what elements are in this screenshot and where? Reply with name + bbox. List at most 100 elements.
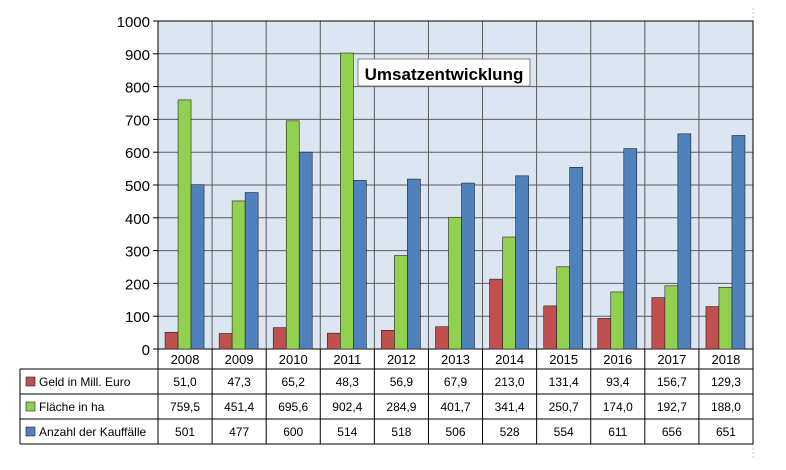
table-year-label: 2016: [603, 352, 632, 367]
bar-3-2017: [677, 133, 692, 350]
table-cell-value: 213,0: [495, 375, 525, 389]
y-tick-label: 600: [125, 145, 150, 162]
table-cell-value: 528: [500, 425, 520, 439]
y-tick-label: 100: [125, 309, 150, 326]
y-tick-label: 800: [125, 80, 150, 97]
table-cell-value: 131,4: [549, 375, 579, 389]
table-year-label: 2018: [711, 352, 740, 367]
series-label-2: Fläche in ha: [39, 400, 105, 414]
legend-key-2: [25, 401, 36, 412]
bar-3-2014: [515, 175, 529, 350]
bar-1-2016: [597, 318, 612, 350]
bar-2-2015: [556, 266, 570, 350]
y-tick-label: 400: [125, 211, 150, 228]
table-cell-value: 56,9: [390, 375, 414, 389]
table-cell-value: 651: [716, 425, 736, 439]
table-year-label: 2014: [495, 352, 524, 367]
bars: [164, 52, 746, 350]
table-cell-value: 192,7: [657, 400, 687, 414]
chart-title: Umsatzentwicklung: [365, 65, 524, 84]
bar-1-2018: [705, 306, 720, 350]
bar-2-2011: [340, 52, 354, 350]
series-label-3: Anzahl der Kauffälle: [39, 425, 147, 439]
bar-1-2009: [218, 333, 233, 350]
table-cell-value: 477: [229, 425, 249, 439]
bar-3-2009: [244, 192, 259, 350]
y-tick-label: 300: [125, 244, 150, 261]
table-cell-value: 341,4: [495, 400, 525, 414]
table-cell-value: 695,6: [278, 400, 308, 414]
y-tick-label: 0: [142, 342, 150, 359]
table-cell-value: 600: [283, 425, 303, 439]
bar-1-2015: [543, 305, 557, 350]
table-cell-value: 759,5: [170, 400, 200, 414]
bar-1-2014: [489, 278, 503, 350]
table-year-label: 2017: [657, 352, 686, 367]
bar-3-2008: [190, 184, 205, 350]
table-cell-value: 250,7: [549, 400, 579, 414]
series-label-1: Geld in Mill. Euro: [39, 375, 131, 389]
bar-3-2011: [353, 180, 367, 350]
table-cell-value: 656: [662, 425, 682, 439]
table-year-label: 2009: [225, 352, 254, 367]
bar-3-2016: [623, 148, 638, 350]
table-year-label: 2011: [333, 352, 361, 367]
bar-2-2009: [231, 200, 246, 350]
table-cell-value: 501: [175, 425, 195, 439]
bar-2-2017: [664, 285, 679, 350]
table-year-label: 2015: [549, 352, 578, 367]
y-tick-label: 200: [125, 276, 150, 293]
y-tick-label: 1000: [117, 14, 150, 31]
bar-1-2012: [381, 330, 395, 350]
table-cell-value: 284,9: [386, 400, 416, 414]
bar-1-2010: [272, 327, 287, 350]
table-cell-value: 188,0: [711, 400, 741, 414]
bar-3-2012: [407, 178, 421, 350]
table-cell-value: 174,0: [603, 400, 633, 414]
bar-2-2012: [394, 255, 408, 350]
bar-1-2011: [327, 332, 341, 350]
table-cell-value: 611: [608, 425, 627, 439]
table-year-label: 2012: [387, 352, 416, 367]
bar-1-2017: [651, 297, 666, 350]
table-cell-value: 129,3: [711, 375, 741, 389]
chart-title-background: [357, 58, 531, 87]
bar-2-2008: [177, 99, 192, 350]
table-year-label: 2013: [441, 352, 470, 367]
bar-2-2013: [448, 216, 462, 350]
table-cell-value: 47,3: [227, 375, 251, 389]
legend-key-1: [25, 376, 36, 387]
table-cell-value: 48,3: [336, 375, 360, 389]
table-cell-value: 51,0: [173, 375, 197, 389]
table-cell-value: 514: [337, 425, 357, 439]
chart-title-box: Umsatzentwicklung: [357, 58, 531, 87]
bar-2-2010: [285, 120, 300, 350]
bar-2-2014: [502, 236, 516, 350]
table-cell-value: 65,2: [282, 375, 306, 389]
bar-3-2010: [298, 151, 313, 350]
bar-3-2013: [461, 182, 475, 350]
table-year-label: 2008: [171, 352, 200, 367]
table-cell-value: 554: [554, 425, 574, 439]
y-tick-label: 700: [125, 112, 150, 129]
table-cell-value: 401,7: [440, 400, 470, 414]
table-cell-value: 93,4: [606, 375, 630, 389]
y-tick-label: 500: [125, 178, 150, 195]
table-year-label: 2010: [279, 352, 308, 367]
table-cell-value: 518: [391, 425, 411, 439]
legend-key-3: [25, 426, 36, 437]
table-cell-value: 67,9: [444, 375, 468, 389]
y-tick-label: 900: [125, 47, 150, 64]
bar-2-2018: [718, 287, 733, 350]
table-cell-value: 156,7: [657, 375, 687, 389]
y-axis: 0 100 200 300 400 500 600 700 800 900 1000: [117, 14, 158, 359]
bar-2-2016: [610, 291, 625, 350]
data-table: 2008 2009 2010 2011 2012 2013 2014 2015 2016 2017…: [19, 349, 754, 445]
table-cell-value: 451,4: [224, 400, 254, 414]
bar-3-2018: [731, 135, 746, 350]
table-cell-value: 506: [445, 425, 465, 439]
bar-1-2008: [164, 331, 179, 350]
bar-1-2013: [435, 326, 449, 350]
